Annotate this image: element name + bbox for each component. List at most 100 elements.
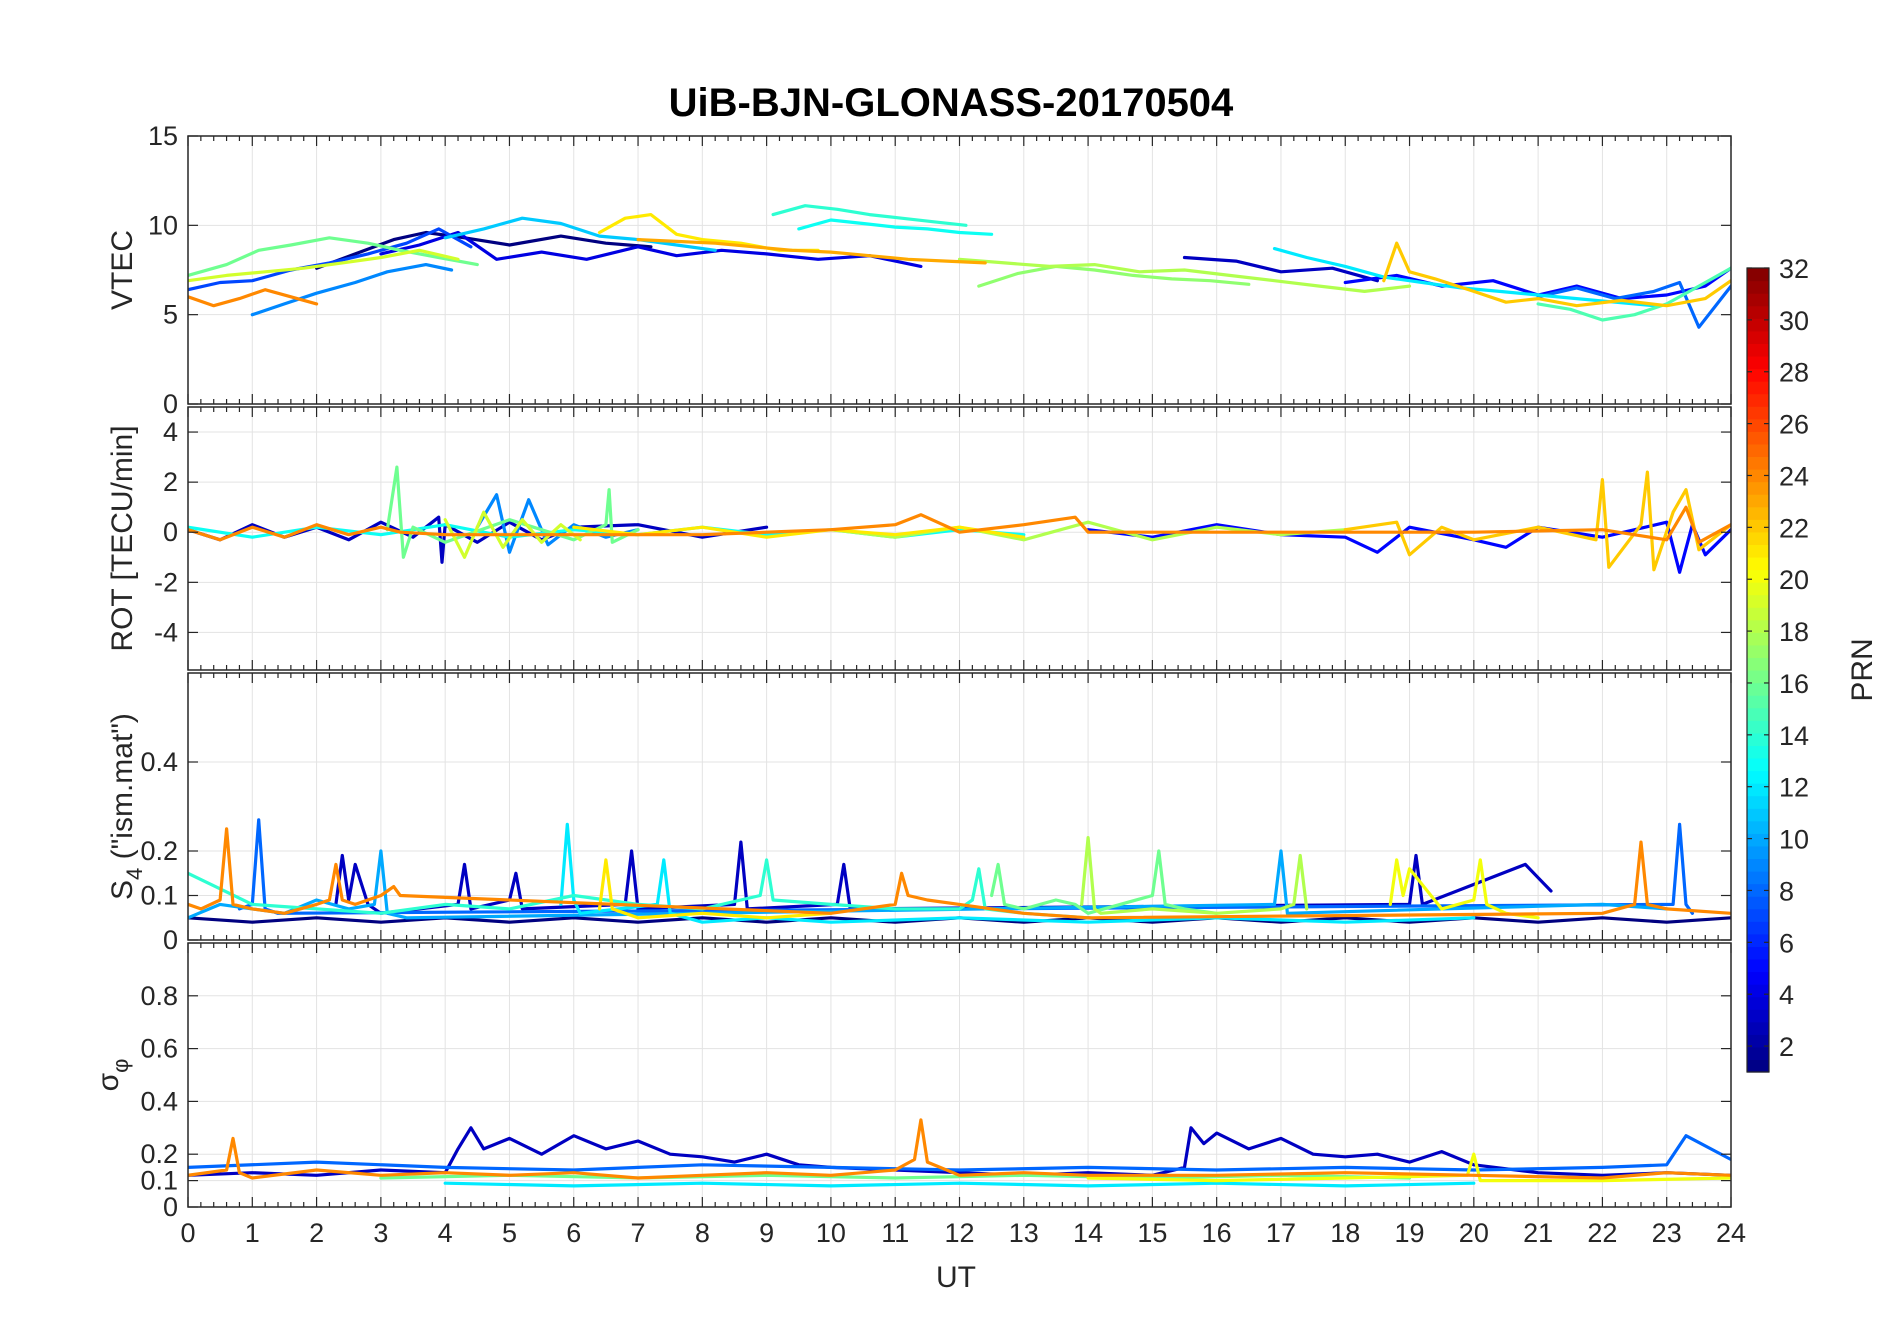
x-tick-label: 7	[631, 1218, 646, 1248]
colorbar-segment	[1747, 406, 1769, 420]
colorbar-tick-label: 4	[1779, 980, 1794, 1010]
colorbar-segment	[1747, 1034, 1769, 1048]
y-axis-label-sub: 4	[122, 868, 147, 880]
colorbar-segment	[1747, 619, 1769, 633]
series-line-prn-12	[443, 1181, 1476, 1188]
x-tick-label: 10	[816, 1218, 846, 1248]
colorbar-segment	[1747, 984, 1769, 998]
x-tick-label: 5	[502, 1218, 517, 1248]
x-tick-label: 15	[1137, 1218, 1167, 1248]
colorbar-segment	[1747, 845, 1769, 860]
colorbar-segment	[1747, 481, 1769, 495]
series-line-prn-12	[559, 822, 1476, 924]
y-axis-label-main: σ	[92, 1072, 125, 1091]
x-tick-label: 23	[1652, 1218, 1682, 1248]
series-line-prn-3	[188, 1126, 1731, 1177]
colorbar-segment	[1747, 908, 1769, 922]
y-axis-label-sub: φ	[108, 1059, 133, 1073]
series-line-prn-3	[1182, 255, 1380, 283]
x-tick-label: 12	[944, 1218, 974, 1248]
y-tick-label: 0.1	[140, 1166, 178, 1196]
colorbar-segment	[1747, 644, 1769, 659]
x-tick-label: 8	[695, 1218, 710, 1248]
colorbar-tick-label: 6	[1779, 928, 1794, 958]
x-tick-label: 20	[1459, 1218, 1489, 1248]
series-line-prn-22	[1382, 241, 1731, 308]
colorbar-segment	[1747, 1046, 1769, 1061]
y-tick-label: -2	[154, 567, 178, 597]
y-tick-label: 0	[163, 389, 178, 419]
colorbar-segment	[1747, 670, 1769, 684]
colorbar-segment	[1747, 456, 1769, 470]
colorbar-segment	[1747, 858, 1769, 872]
x-tick-label: 4	[438, 1218, 453, 1248]
series-line-prn-16	[385, 465, 640, 559]
series-line-prn-7	[188, 227, 473, 292]
series-line-prn-20	[1388, 858, 1540, 920]
colorbar-tick-label: 32	[1779, 254, 1809, 284]
series-line-prn-16	[188, 236, 479, 277]
colorbar-segment	[1747, 343, 1769, 357]
x-tick-label: 17	[1266, 1218, 1296, 1248]
y-tick-label: 0.4	[140, 1086, 178, 1116]
x-tick-label: 6	[566, 1218, 581, 1248]
series-line-prn-20	[1086, 1152, 1731, 1183]
panel-3: 00.10.20.4S4 ("ism.mat")	[106, 672, 1732, 955]
colorbar-segment	[1747, 682, 1769, 696]
y-tick-label: 15	[148, 121, 178, 151]
y-tick-label: -4	[154, 617, 178, 647]
colorbar-segment	[1747, 745, 1769, 759]
y-axis-label: S4 ("ism.mat")	[106, 713, 147, 900]
x-tick-label: 13	[1009, 1218, 1039, 1248]
colorbar-segment	[1747, 280, 1769, 294]
y-tick-label: 10	[148, 210, 178, 240]
series-group	[188, 204, 1731, 329]
colorbar-segment	[1747, 996, 1769, 1010]
y-tick-label: 0	[163, 1192, 178, 1222]
colorbar-segment	[1747, 355, 1769, 370]
colorbar-segment	[1747, 946, 1769, 960]
x-tick-label: 1	[245, 1218, 260, 1248]
series-line-prn-4	[379, 230, 923, 268]
series-line-prn-13	[797, 218, 994, 236]
y-tick-label: 0.1	[140, 881, 178, 911]
colorbar-segment	[1747, 757, 1769, 772]
series-line-prn-17	[977, 264, 1251, 288]
colorbar-segment	[1747, 443, 1769, 458]
x-axis-label: UT	[936, 1261, 976, 1294]
colorbar-tick-label: 30	[1779, 306, 1809, 336]
y-axis-label: σφ	[92, 1059, 133, 1092]
colorbar-segment	[1747, 607, 1769, 621]
series-line-prn-24	[188, 505, 1731, 544]
colorbar-segment	[1747, 381, 1769, 395]
y-tick-label: 0	[163, 517, 178, 547]
colorbar-segment	[1747, 330, 1769, 344]
colorbar-segment	[1747, 720, 1769, 734]
x-tick-label: 16	[1202, 1218, 1232, 1248]
colorbar-segment	[1747, 431, 1769, 445]
colorbar-tick-label: 24	[1779, 461, 1809, 491]
series-line-prn-9	[250, 263, 454, 317]
colorbar-segment	[1747, 732, 1769, 746]
y-tick-label: 0.2	[140, 1139, 178, 1169]
colorbar-segment	[1747, 871, 1769, 885]
x-tick-label: 11	[881, 1218, 909, 1248]
colorbar-segment	[1747, 958, 1769, 973]
colorbar-segment	[1747, 305, 1769, 319]
colorbar-tick-label: 12	[1779, 773, 1809, 803]
series-line-prn-11	[443, 216, 717, 252]
chart-title: UiB-BJN-GLONASS-20170504	[669, 81, 1234, 125]
colorbar-segment	[1747, 293, 1769, 307]
series-line-prn-24	[188, 1118, 1731, 1180]
y-tick-label: 0.4	[140, 747, 178, 777]
series-line-prn-14	[771, 204, 968, 227]
colorbar-segment	[1747, 569, 1769, 583]
colorbar-segment	[1747, 1059, 1769, 1073]
y-tick-label: 0.8	[140, 981, 178, 1011]
x-tick-label: 19	[1395, 1218, 1425, 1248]
colorbar-segment	[1747, 707, 1769, 721]
colorbar-segment	[1747, 896, 1769, 910]
